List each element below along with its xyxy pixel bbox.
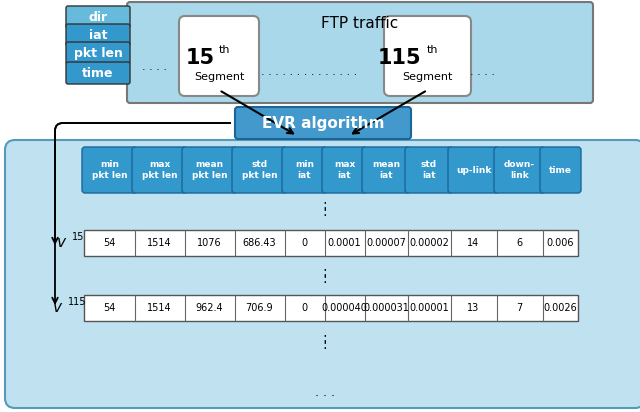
Text: max
pkt len: max pkt len <box>141 160 177 180</box>
Text: . . . .: . . . . <box>142 62 167 72</box>
Text: min
iat: min iat <box>295 160 314 180</box>
Text: 115: 115 <box>378 48 422 68</box>
Text: 0.006: 0.006 <box>547 238 574 248</box>
Text: 6: 6 <box>516 238 523 248</box>
Text: pkt len: pkt len <box>74 47 122 59</box>
FancyBboxPatch shape <box>405 147 453 193</box>
Text: . . .: . . . <box>315 386 335 400</box>
Text: up-link: up-link <box>456 166 491 175</box>
Text: 1514: 1514 <box>147 303 172 313</box>
Text: 0.00007: 0.00007 <box>366 238 406 248</box>
Text: 0.0001: 0.0001 <box>328 238 362 248</box>
Text: $v$: $v$ <box>56 234 68 250</box>
Text: 0: 0 <box>301 303 308 313</box>
Text: :: : <box>323 338 327 352</box>
FancyBboxPatch shape <box>82 147 137 193</box>
Text: 0.00001: 0.00001 <box>409 303 449 313</box>
Text: 15: 15 <box>186 48 215 68</box>
Text: std
pkt len: std pkt len <box>242 160 277 180</box>
FancyBboxPatch shape <box>132 147 187 193</box>
Text: 706.9: 706.9 <box>246 303 273 313</box>
FancyBboxPatch shape <box>362 147 410 193</box>
Text: 115: 115 <box>68 297 86 307</box>
Text: th: th <box>218 45 230 55</box>
Text: 1076: 1076 <box>197 238 222 248</box>
FancyBboxPatch shape <box>84 295 578 321</box>
Text: 1514: 1514 <box>147 238 172 248</box>
FancyBboxPatch shape <box>66 24 130 46</box>
FancyBboxPatch shape <box>384 16 471 96</box>
Text: FTP traffic: FTP traffic <box>321 16 399 30</box>
Text: th: th <box>427 45 438 55</box>
Text: :: : <box>323 205 327 219</box>
FancyBboxPatch shape <box>66 42 130 64</box>
Text: down-
link: down- link <box>504 160 535 180</box>
Text: iat: iat <box>89 28 108 42</box>
Text: 15: 15 <box>72 232 84 242</box>
Text: time: time <box>549 166 572 175</box>
Text: 7: 7 <box>516 303 523 313</box>
FancyBboxPatch shape <box>494 147 545 193</box>
Text: 686.43: 686.43 <box>243 238 276 248</box>
Text: std
iat: std iat <box>421 160 437 180</box>
Text: mean
pkt len: mean pkt len <box>192 160 227 180</box>
Text: 0.000040: 0.000040 <box>321 303 367 313</box>
Text: dir: dir <box>88 10 108 23</box>
Text: 962.4: 962.4 <box>196 303 223 313</box>
Text: $v$: $v$ <box>52 300 63 314</box>
Text: :: : <box>323 272 327 286</box>
Text: 13: 13 <box>467 303 479 313</box>
Text: :: : <box>323 198 327 212</box>
FancyBboxPatch shape <box>66 62 130 84</box>
Text: :: : <box>323 331 327 345</box>
Text: mean
iat: mean iat <box>372 160 400 180</box>
Text: min
pkt len: min pkt len <box>92 160 127 180</box>
Text: . . . .: . . . . <box>470 67 495 77</box>
FancyBboxPatch shape <box>282 147 327 193</box>
FancyBboxPatch shape <box>448 147 499 193</box>
Text: Segment: Segment <box>403 72 452 82</box>
FancyBboxPatch shape <box>179 16 259 96</box>
Text: 0: 0 <box>301 238 308 248</box>
FancyBboxPatch shape <box>5 140 640 408</box>
Text: 0.000031: 0.000031 <box>363 303 409 313</box>
FancyBboxPatch shape <box>235 107 411 139</box>
Text: max
iat: max iat <box>334 160 355 180</box>
Text: 0.0026: 0.0026 <box>543 303 577 313</box>
FancyBboxPatch shape <box>322 147 367 193</box>
Text: . . . . . . . . . . . . . .: . . . . . . . . . . . . . . <box>261 67 357 77</box>
FancyBboxPatch shape <box>182 147 237 193</box>
FancyBboxPatch shape <box>232 147 287 193</box>
FancyBboxPatch shape <box>66 6 130 28</box>
FancyBboxPatch shape <box>540 147 581 193</box>
Text: Segment: Segment <box>194 72 244 82</box>
Text: EVR algorithm: EVR algorithm <box>262 115 384 131</box>
Text: 0.00002: 0.00002 <box>409 238 449 248</box>
Text: :: : <box>323 265 327 279</box>
Text: 54: 54 <box>103 238 116 248</box>
Text: time: time <box>83 66 114 80</box>
Text: 54: 54 <box>103 303 116 313</box>
FancyBboxPatch shape <box>84 230 578 256</box>
Text: 14: 14 <box>467 238 479 248</box>
FancyBboxPatch shape <box>127 2 593 103</box>
